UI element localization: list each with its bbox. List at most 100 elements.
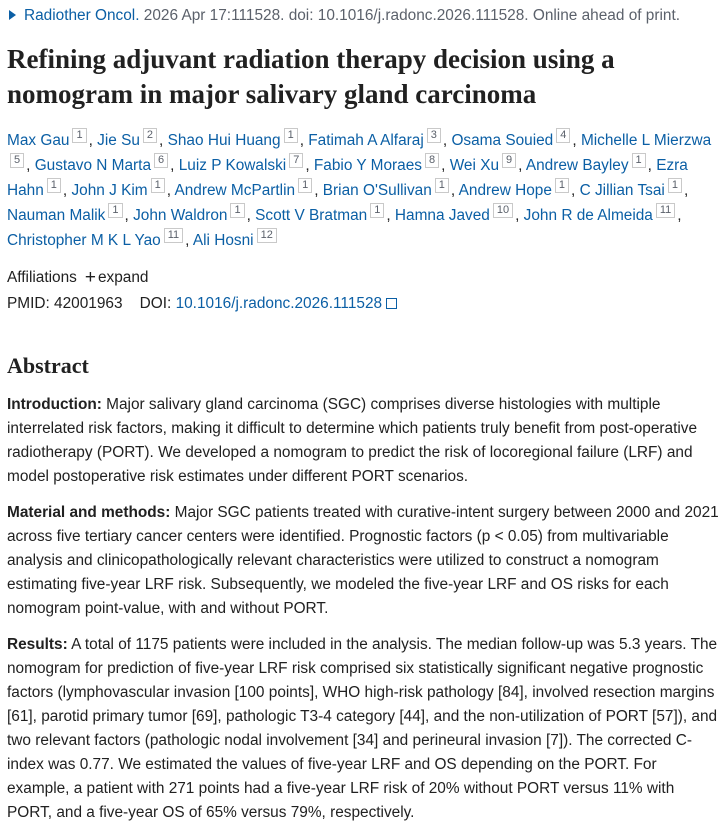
author-name[interactable]: Luiz P Kowalski <box>178 157 287 174</box>
author-name[interactable]: Ali Hosni <box>192 232 254 249</box>
section-label: Introduction: <box>7 396 102 413</box>
author-name[interactable]: Hamna Javed <box>394 207 490 224</box>
author-separator: , <box>26 157 31 174</box>
expand-icon[interactable]: + <box>84 267 96 288</box>
abstract-heading: Abstract <box>7 353 89 378</box>
affiliation-number[interactable]: 1 <box>283 128 298 143</box>
affiliation-number[interactable]: 12 <box>256 228 277 243</box>
affiliation-number[interactable]: 4 <box>556 128 571 143</box>
affiliation-number[interactable]: 8 <box>425 153 440 168</box>
author-separator: , <box>166 182 172 199</box>
affiliation-number[interactable]: 6 <box>154 153 169 168</box>
author-separator: , <box>441 157 446 174</box>
author-name[interactable]: Wei Xu <box>449 157 500 174</box>
author-name[interactable]: Shao Hui Huang <box>167 132 281 149</box>
author-name[interactable]: John R de Almeida <box>523 207 653 224</box>
author-separator: , <box>386 207 391 224</box>
affiliation-number[interactable]: 1 <box>230 203 245 218</box>
affiliation-number[interactable]: 7 <box>289 153 304 168</box>
author-separator: , <box>299 132 304 149</box>
author-separator: , <box>246 207 251 224</box>
affiliation-number[interactable]: 10 <box>492 203 514 218</box>
author-separator: , <box>518 157 523 174</box>
affiliations: Affiliations + expand <box>7 265 722 291</box>
citation-details: 2026 Apr 17:111528. doi: 10.1016/j.radon… <box>143 7 681 24</box>
section-text: Major salivary gland carcinoma (SGC) com… <box>7 396 698 485</box>
affiliation-number[interactable]: 5 <box>10 153 25 168</box>
affiliation-number[interactable]: 1 <box>108 203 123 218</box>
author-separator: , <box>677 207 682 224</box>
affiliation-number[interactable]: 1 <box>631 153 646 168</box>
abstract-section: Introduction: Major salivary gland carci… <box>7 393 722 489</box>
author-name[interactable]: Max Gau <box>7 132 70 149</box>
affiliation-number[interactable]: 11 <box>655 203 676 218</box>
author-name[interactable]: Andrew Hope <box>458 182 552 199</box>
author-separator: , <box>170 157 175 174</box>
affiliation-number[interactable]: 1 <box>72 128 87 143</box>
author-name[interactable]: John Waldron <box>133 207 228 224</box>
author-name[interactable]: Gustavo N Marta <box>34 157 152 174</box>
author-name[interactable]: Andrew Bayley <box>525 157 629 174</box>
author-name[interactable]: Osama Souied <box>451 132 554 149</box>
author-separator: , <box>572 132 577 149</box>
author-separator: , <box>185 232 190 249</box>
affiliation-number[interactable]: 2 <box>142 128 158 143</box>
article-title: Refining adjuvant radiation therapy deci… <box>7 44 615 109</box>
expand-toggle[interactable]: expand <box>97 269 149 286</box>
section-label: Results: <box>7 636 68 653</box>
author-name[interactable]: Fabio Y Moraes <box>313 157 422 174</box>
affiliation-number[interactable]: 3 <box>426 128 441 143</box>
abstract-section: Material and methods: Major SGC patients… <box>7 501 722 621</box>
author-separator: , <box>88 132 93 149</box>
author-name[interactable]: Jie Su <box>97 132 140 149</box>
external-icon <box>386 298 398 309</box>
affiliation-number[interactable]: 1 <box>434 178 449 193</box>
section-label: Material and methods: <box>7 504 171 521</box>
affiliation-number[interactable]: 1 <box>667 178 682 193</box>
author-separator: , <box>314 182 319 199</box>
author-name[interactable]: Andrew McPartlin <box>174 182 296 199</box>
section-text: A total of 1175 patients were included i… <box>7 636 718 821</box>
author-separator: , <box>62 182 68 199</box>
abstract-section: Results: A total of 1175 patients were i… <box>7 633 722 825</box>
author-separator: , <box>515 207 520 224</box>
doi-link[interactable]: 10.1016/j.radonc.2026.111528 <box>175 295 383 312</box>
affiliation-number[interactable]: 11 <box>163 228 184 243</box>
pmid: 42001963 <box>54 295 123 312</box>
citation: Radiother Oncol. 2026 Apr 17:111528. doi… <box>7 4 722 28</box>
affiliation-number[interactable]: 1 <box>298 178 313 193</box>
affiliation-number[interactable]: 1 <box>46 178 61 193</box>
author-separator: , <box>450 182 456 199</box>
author-name[interactable]: Christopher M K L Yao <box>7 232 161 249</box>
author-separator: , <box>159 132 164 149</box>
author-name[interactable]: Ezra Hahn <box>7 157 688 199</box>
affiliation-number[interactable]: 1 <box>150 178 165 193</box>
section-text: Major SGC patients treated with curative… <box>7 504 719 617</box>
author-name[interactable]: Fatimah A Alfaraj <box>308 132 424 149</box>
affiliation-number[interactable]: 1 <box>554 178 570 193</box>
author-name[interactable]: Scott V Bratman <box>255 207 368 224</box>
author-separator: , <box>305 157 310 174</box>
affiliation-number[interactable]: 9 <box>502 153 517 168</box>
author-separator: , <box>683 182 689 199</box>
author-name[interactable]: Nauman Malik <box>7 207 106 224</box>
author-name[interactable]: Michelle L Mierzwa <box>580 132 712 149</box>
affiliation-number[interactable]: 1 <box>370 203 385 218</box>
author-separator: , <box>647 157 652 174</box>
author-separator: , <box>124 207 129 224</box>
abstract: Introduction: Major salivary gland carci… <box>7 393 722 825</box>
journal-link[interactable]: Radiother Oncol. <box>24 7 140 24</box>
author-name[interactable]: Brian O'Sullivan <box>322 182 432 199</box>
pmid-label: PMID: <box>7 295 50 312</box>
affiliations-label: Affiliations <box>7 269 77 286</box>
author-name[interactable]: C Jillian Tsai <box>579 182 665 199</box>
journal-icon <box>9 10 16 20</box>
author-separator: , <box>442 132 448 149</box>
identifiers: PMID: 42001963 DOI: 10.1016/j.radonc.202… <box>7 291 722 317</box>
author-separator: , <box>571 182 576 199</box>
doi-label: DOI: <box>139 295 172 312</box>
author-name[interactable]: John J Kim <box>71 182 148 199</box>
